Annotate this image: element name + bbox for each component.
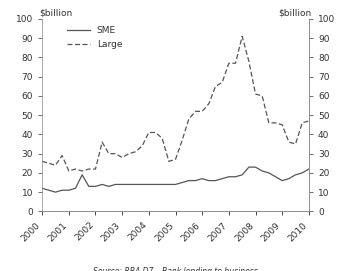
Large [100,140,104,144]
Large [213,85,218,88]
SME [73,187,78,190]
Large [260,94,264,98]
SME [100,183,104,186]
SME [253,166,258,169]
SME [133,183,138,186]
Large [220,81,224,84]
SME [200,177,204,180]
Large [227,62,231,65]
SME [287,177,291,180]
Large [40,160,44,163]
Large [147,131,151,134]
Large [80,169,84,173]
Line: Large: Large [42,36,309,171]
Large [153,131,158,134]
Large [160,137,164,140]
Large [167,160,171,163]
Text: Source: RBA D7 – Bank lending to business: Source: RBA D7 – Bank lending to busines… [93,267,258,271]
Large [207,102,211,105]
Large [273,121,278,124]
SME [140,183,144,186]
Large [187,117,191,121]
Large [47,162,51,165]
SME [173,183,178,186]
Large [107,152,111,155]
Large [113,152,118,155]
SME [40,187,44,190]
Large [287,140,291,144]
SME [67,189,71,192]
Text: $billion: $billion [39,8,73,17]
SME [260,169,264,173]
Legend: SME, Large: SME, Large [64,23,126,53]
SME [240,173,244,176]
Large [60,154,64,157]
Large [180,138,184,142]
SME [147,183,151,186]
SME [53,191,58,194]
Large [247,60,251,63]
Large [280,123,284,126]
Large [307,119,311,122]
SME [127,183,131,186]
SME [153,183,158,186]
SME [213,179,218,182]
Large [67,169,71,173]
Large [233,62,238,65]
Large [300,121,304,124]
Large [240,35,244,38]
SME [267,171,271,175]
SME [87,185,91,188]
SME [107,185,111,188]
Large [93,167,98,171]
SME [273,175,278,178]
SME [307,167,311,171]
SME [233,175,238,178]
SME [227,175,231,178]
Large [120,156,124,159]
Large [193,110,198,113]
Large [293,143,298,146]
SME [207,179,211,182]
SME [160,183,164,186]
Large [173,158,178,161]
SME [280,179,284,182]
Line: SME: SME [42,167,309,192]
Text: $billion: $billion [278,8,312,17]
SME [293,173,298,176]
SME [300,171,304,175]
Large [133,150,138,153]
Large [253,92,258,96]
SME [80,173,84,176]
Large [140,144,144,148]
Large [267,121,271,124]
SME [167,183,171,186]
SME [187,179,191,182]
Large [87,167,91,171]
SME [113,183,118,186]
SME [247,166,251,169]
SME [220,177,224,180]
Large [73,167,78,171]
Large [127,152,131,155]
Large [200,110,204,113]
SME [193,179,198,182]
SME [120,183,124,186]
SME [180,181,184,184]
Large [53,164,58,167]
SME [60,189,64,192]
SME [47,189,51,192]
SME [93,185,98,188]
